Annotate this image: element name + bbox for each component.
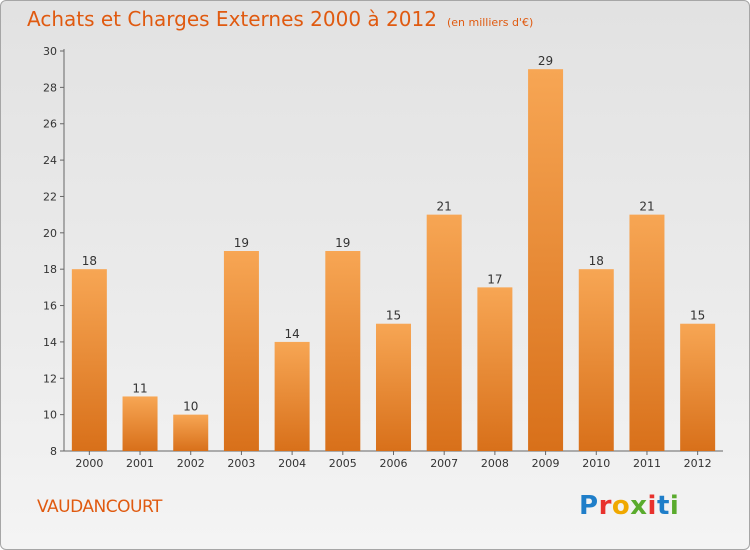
x-tick-label: 2011 [633,457,661,470]
x-tick-label: 2007 [430,457,458,470]
value-label: 14 [284,327,299,341]
x-tick-label: 2002 [177,457,205,470]
y-tick-label: 22 [43,190,57,203]
value-label: 11 [132,381,147,395]
bar-2010 [578,269,614,451]
value-label: 21 [639,200,654,214]
x-tick-label: 2006 [380,457,408,470]
value-label: 18 [82,254,97,268]
x-tick-label: 2004 [278,457,306,470]
y-tick-label: 24 [43,154,57,167]
bar-2009 [528,69,564,451]
chart-bars [71,69,716,451]
y-tick-label: 8 [50,445,57,458]
logo-letter: x [630,491,648,521]
logo-letter: i [669,491,680,521]
proxiti-logo: Proxiti [579,491,679,521]
bar-2008 [477,287,513,451]
commune-name: VAUDANCOURT [37,497,162,517]
bar-2000 [71,269,107,451]
x-tick-label: 2005 [329,457,357,470]
y-tick-label: 30 [43,45,57,58]
value-label: 29 [538,54,553,68]
x-tick-label: 2003 [227,457,255,470]
logo-letter: o [611,491,631,521]
x-tick-label: 2009 [532,457,560,470]
chart-title-text: Achats et Charges Externes 2000 à 2012 [27,7,437,31]
y-tick-label: 26 [43,118,57,131]
x-tick-label: 2001 [126,457,154,470]
bar-2004 [274,341,310,451]
y-tick-label: 12 [43,372,57,385]
bar-2002 [173,414,209,451]
y-tick-label: 18 [43,263,57,276]
x-tick-label: 2000 [75,457,103,470]
value-label: 18 [589,254,604,268]
chart-unit-label: (en milliers d'€) [446,16,534,29]
y-tick-label: 14 [43,336,57,349]
logo-letter: r [598,491,612,521]
y-tick-label: 16 [43,300,57,313]
bar-2005 [325,251,361,451]
chart-title: Achats et Charges Externes 2000 à 2012 (e… [27,7,533,31]
value-label: 17 [487,272,502,286]
value-label: 15 [386,309,401,323]
value-label: 10 [183,400,198,414]
value-label: 19 [335,236,350,250]
x-tick-label: 2008 [481,457,509,470]
chart-labels: 2000 18 2001 11 2002 10 2003 19 2004 14 2005 19 2006… [75,54,711,470]
logo-letter: i [647,491,657,521]
bar-2006 [376,323,411,451]
bar-2012 [680,323,716,451]
value-label: 21 [437,200,452,214]
y-tick-label: 10 [43,409,57,422]
x-tick-label: 2010 [582,457,610,470]
value-label: 15 [690,309,705,323]
x-tick-label: 2012 [684,457,712,470]
logo-letter: P [579,491,599,521]
bar-2011 [629,214,665,451]
bar-2007 [426,214,462,451]
value-label: 19 [234,236,249,250]
y-tick-label: 20 [43,227,57,240]
bar-2003 [223,251,259,451]
bar-2001 [122,396,158,451]
y-tick-label: 28 [43,81,57,94]
logo-letter: t [656,491,670,521]
